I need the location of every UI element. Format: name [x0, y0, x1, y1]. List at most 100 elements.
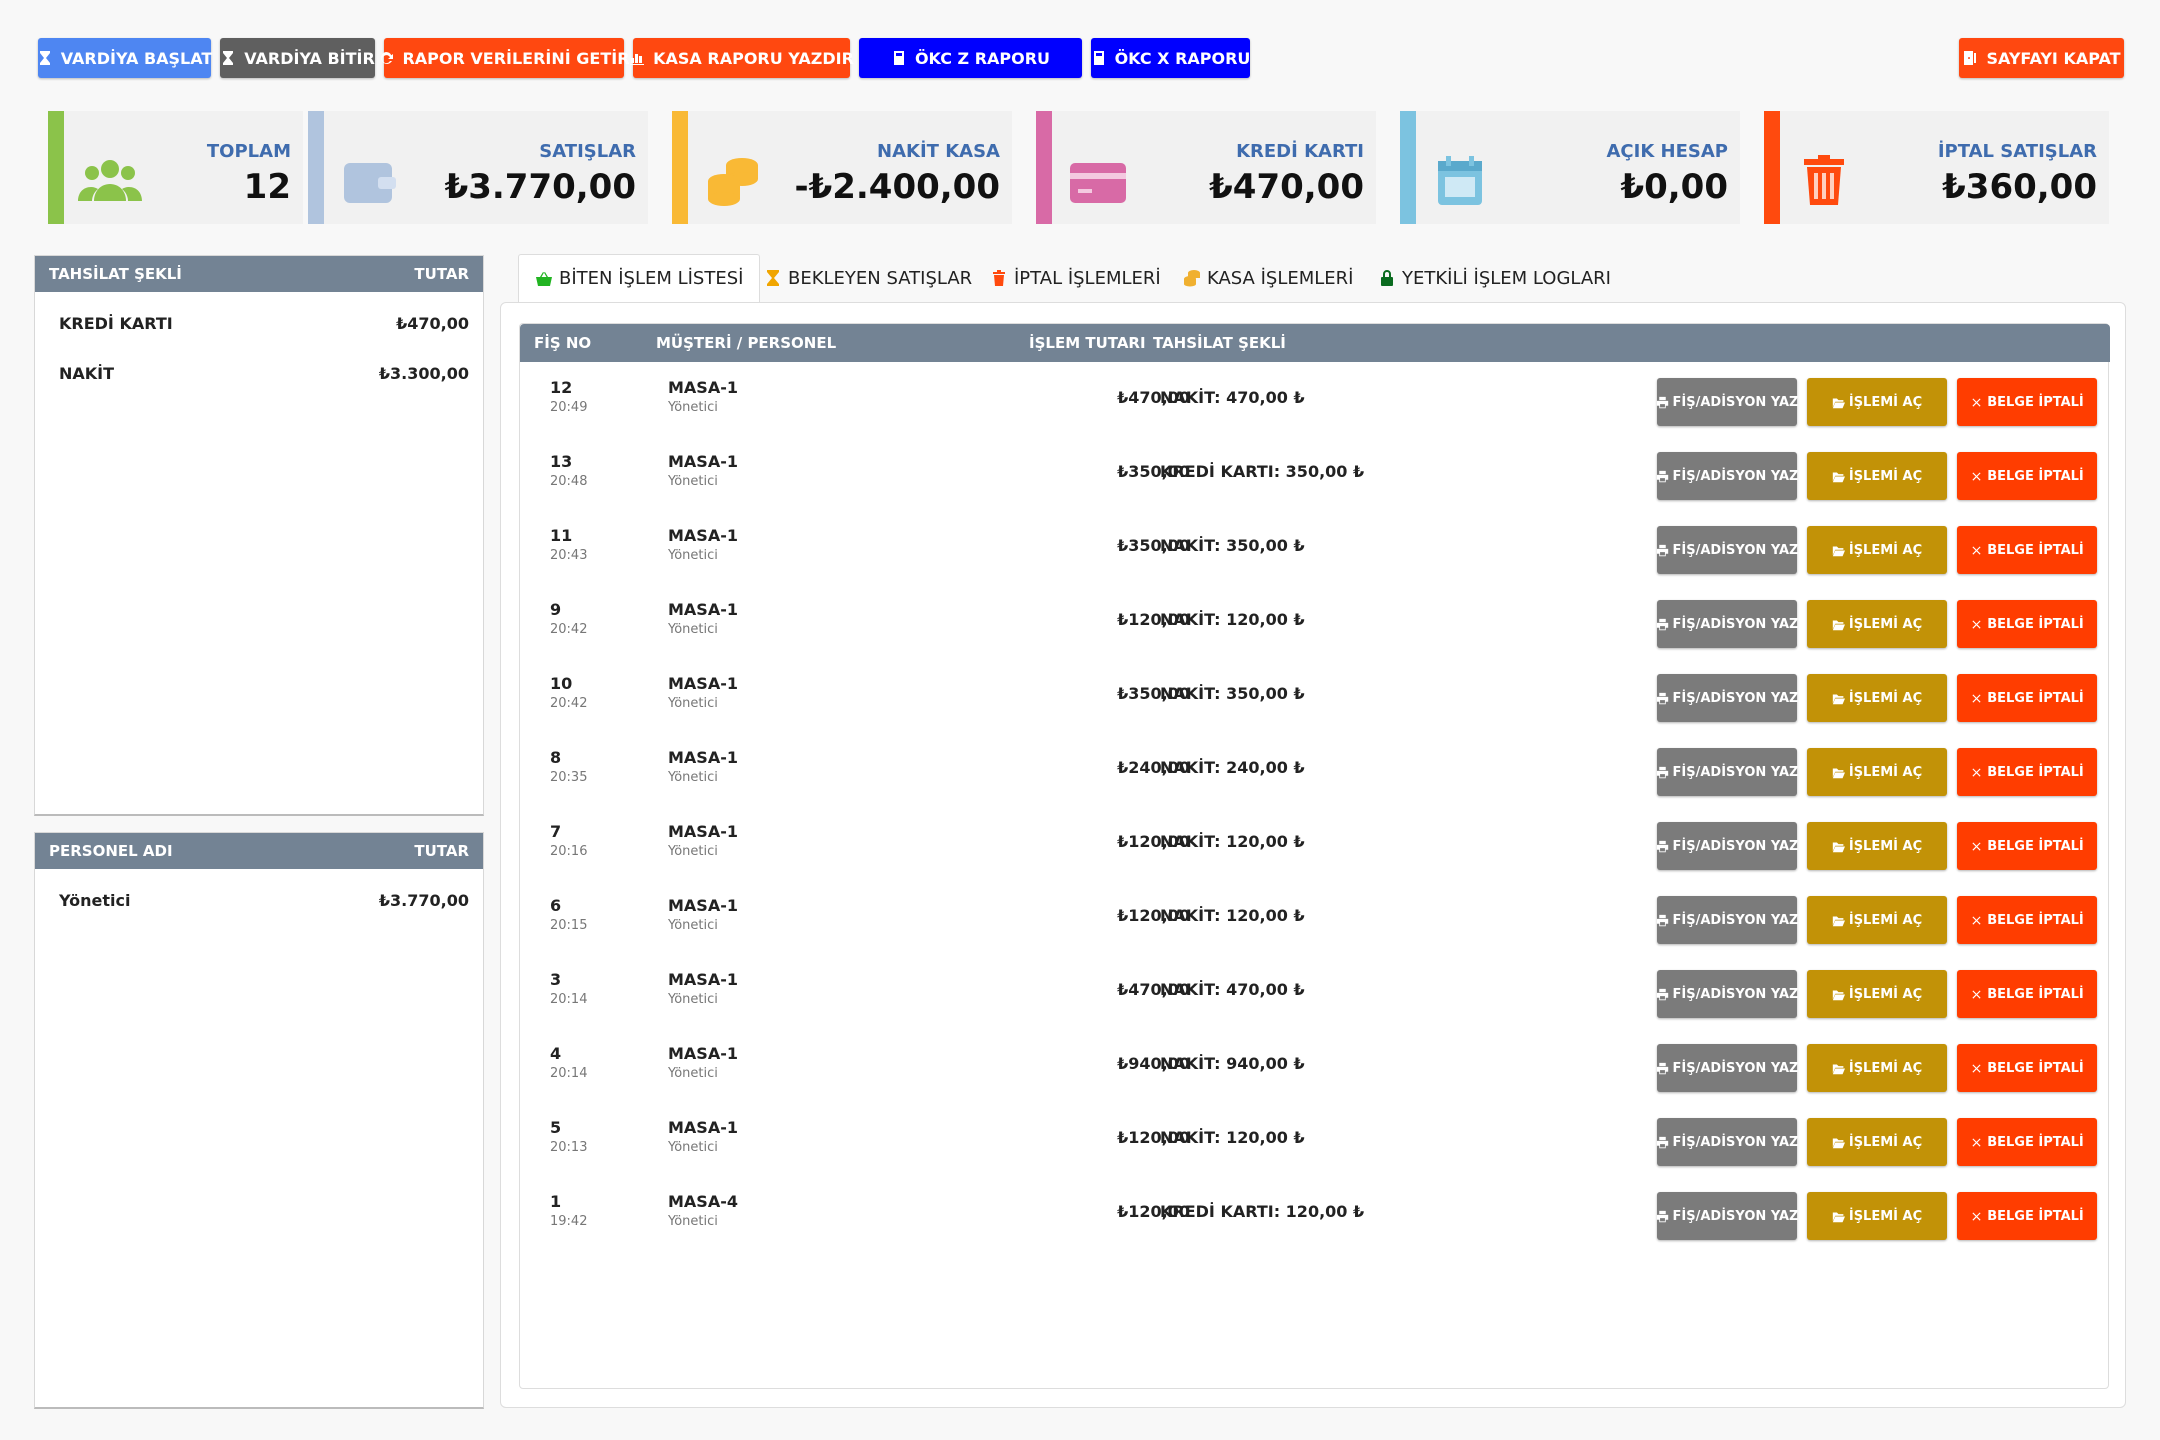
tab-cancel-transactions[interactable]: İPTAL İŞLEMLERİ — [990, 254, 1161, 302]
receipt-time: 20:42 — [550, 622, 588, 637]
stat-value: 12 — [243, 167, 291, 207]
cancel-document-button[interactable]: BELGE İPTALİ — [1957, 1192, 2097, 1240]
open-transaction-button[interactable]: İŞLEMİ AÇ — [1807, 452, 1947, 500]
cancel-document-button[interactable]: BELGE İPTALİ — [1957, 748, 2097, 796]
transaction-amount: ₺120,00 — [1117, 610, 1190, 629]
open-transaction-button[interactable]: İŞLEMİ AÇ — [1807, 748, 1947, 796]
cancel-document-button[interactable]: BELGE İPTALİ — [1957, 674, 2097, 722]
customer-name: MASA-1 — [668, 452, 738, 471]
staff-name: Yönetici — [668, 1214, 718, 1229]
cancel-document-button[interactable]: BELGE İPTALİ — [1957, 1044, 2097, 1092]
transaction-amount: ₺350,00 — [1117, 536, 1190, 555]
refresh-icon — [381, 52, 394, 64]
print-receipt-button[interactable]: FİŞ/ADİSYON YAZ — [1656, 822, 1798, 870]
table-row: 4 20:14 MASA-1 Yönetici ₺940,00 NAKİT: 9… — [520, 1028, 2110, 1102]
cancel-document-button[interactable]: BELGE İPTALİ — [1957, 526, 2097, 574]
tab-authorized-logs[interactable]: YETKİLİ İŞLEM LOGLARI — [1378, 254, 1611, 302]
calendar-icon — [1438, 156, 1482, 205]
staff-name: Yönetici — [668, 696, 718, 711]
door-exit-icon — [1964, 51, 1977, 65]
print-receipt-button[interactable]: FİŞ/ADİSYON YAZ — [1656, 896, 1798, 944]
print-receipt-button[interactable]: FİŞ/ADİSYON YAZ — [1656, 1192, 1798, 1240]
open-transaction-button[interactable]: İŞLEMİ AÇ — [1807, 1192, 1947, 1240]
cancel-document-button[interactable]: BELGE İPTALİ — [1957, 378, 2097, 426]
print-receipt-button[interactable]: FİŞ/ADİSYON YAZ — [1656, 1044, 1798, 1092]
open-transaction-button[interactable]: İŞLEMİ AÇ — [1807, 378, 1947, 426]
tab-pending-sales[interactable]: BEKLEYEN SATIŞLAR — [764, 254, 972, 302]
cancel-document-button[interactable]: BELGE İPTALİ — [1957, 600, 2097, 648]
staff-name: Yönetici — [668, 474, 718, 489]
lock-icon — [1381, 270, 1393, 286]
printer-icon — [1656, 692, 1668, 704]
stat-title: AÇIK HESAP — [1606, 141, 1729, 162]
receipt-number: 9 — [550, 600, 562, 619]
okc-x-report-button[interactable]: ÖKC X RAPORU — [1091, 38, 1250, 78]
receipt-time: 20:16 — [550, 844, 588, 859]
print-receipt-button[interactable]: FİŞ/ADİSYON YAZ — [1656, 1118, 1798, 1166]
print-receipt-button[interactable]: FİŞ/ADİSYON YAZ — [1656, 526, 1798, 574]
receipt-time: 20:42 — [550, 696, 588, 711]
transaction-amount: ₺120,00 — [1117, 832, 1190, 851]
printer-icon — [1656, 544, 1668, 556]
hourglass-icon — [39, 51, 50, 65]
stat-title: SATIŞLAR — [539, 141, 636, 162]
column-header: TAHSİLAT ŞEKLİ — [1153, 334, 1286, 352]
print-cash-report-button[interactable]: KASA RAPORU YAZDIR — [630, 38, 854, 78]
close-icon — [1972, 767, 1981, 777]
list-item: Yönetici ₺3.770,00 — [59, 890, 469, 910]
payment-method: NAKİT: 120,00 ₺ — [1160, 906, 1305, 925]
hourglass-icon — [767, 270, 779, 286]
close-icon — [1972, 915, 1981, 925]
printer-icon — [1656, 396, 1668, 408]
table-row: 10 20:42 MASA-1 Yönetici ₺350,00 NAKİT: … — [520, 658, 2110, 732]
open-transaction-button[interactable]: İŞLEMİ AÇ — [1807, 1118, 1947, 1166]
summary-cards: TOPLAM 12 SATIŞLAR ₺3.770,00 NAKİT KASA … — [48, 111, 2124, 224]
hourglass-end-icon — [223, 51, 234, 65]
open-transaction-button[interactable]: İŞLEMİ AÇ — [1807, 822, 1947, 870]
close-icon — [1972, 471, 1981, 481]
column-header: İŞLEM TUTARI — [1029, 334, 1146, 352]
users-icon — [78, 160, 142, 201]
cancel-document-button[interactable]: BELGE İPTALİ — [1957, 452, 2097, 500]
cancel-document-button[interactable]: BELGE İPTALİ — [1957, 896, 2097, 944]
folder-open-icon — [1832, 841, 1845, 852]
tab-content: FİŞ NO MÜŞTERİ / PERSONEL İŞLEM TUTARI T… — [500, 302, 2126, 1408]
folder-open-icon — [1832, 989, 1845, 1000]
print-receipt-button[interactable]: FİŞ/ADİSYON YAZ — [1656, 748, 1798, 796]
coins-icon — [708, 158, 758, 206]
okc-z-report-button[interactable]: ÖKC Z RAPORU — [859, 38, 1082, 78]
print-receipt-button[interactable]: FİŞ/ADİSYON YAZ — [1656, 970, 1798, 1018]
fetch-report-button[interactable]: RAPOR VERİLERİNİ GETİR — [381, 38, 630, 78]
print-receipt-button[interactable]: FİŞ/ADİSYON YAZ — [1656, 452, 1798, 500]
list-item: NAKİT ₺3.300,00 — [59, 363, 469, 383]
printer-icon — [1656, 470, 1668, 482]
print-receipt-button[interactable]: FİŞ/ADİSYON YAZ — [1656, 674, 1798, 722]
cancel-document-button[interactable]: BELGE İPTALİ — [1957, 822, 2097, 870]
open-transaction-button[interactable]: İŞLEMİ AÇ — [1807, 600, 1947, 648]
printer-icon — [1656, 618, 1668, 630]
print-receipt-button[interactable]: FİŞ/ADİSYON YAZ — [1656, 378, 1798, 426]
print-receipt-button[interactable]: FİŞ/ADİSYON YAZ — [1656, 600, 1798, 648]
open-transaction-button[interactable]: İŞLEMİ AÇ — [1807, 674, 1947, 722]
close-icon — [1972, 989, 1981, 999]
cancel-document-button[interactable]: BELGE İPTALİ — [1957, 970, 2097, 1018]
receipt-number: 7 — [550, 822, 562, 841]
receipt-time: 20:14 — [550, 992, 588, 1007]
tab-completed-transactions[interactable]: BİTEN İŞLEM LİSTESİ — [518, 254, 761, 302]
receipt-number: 8 — [550, 748, 562, 767]
open-transaction-button[interactable]: İŞLEMİ AÇ — [1807, 896, 1947, 944]
receipt-number: 5 — [550, 1118, 562, 1137]
open-transaction-button[interactable]: İŞLEMİ AÇ — [1807, 1044, 1947, 1092]
wallet-icon — [344, 163, 396, 203]
end-shift-button[interactable]: VARDİYA BİTİR — [220, 38, 375, 78]
close-icon — [1972, 1211, 1981, 1221]
tab-cash-transactions[interactable]: KASA İŞLEMLERİ — [1183, 254, 1353, 302]
printer-icon — [1656, 1062, 1668, 1074]
cancel-document-button[interactable]: BELGE İPTALİ — [1957, 1118, 2097, 1166]
folder-open-icon — [1832, 767, 1845, 778]
open-transaction-button[interactable]: İŞLEMİ AÇ — [1807, 970, 1947, 1018]
close-page-button[interactable]: SAYFAYI KAPAT — [1959, 38, 2124, 78]
open-transaction-button[interactable]: İŞLEMİ AÇ — [1807, 526, 1947, 574]
table-row: 13 20:48 MASA-1 Yönetici ₺350,00 KREDİ K… — [520, 436, 2110, 510]
start-shift-button[interactable]: VARDİYA BAŞLAT — [38, 38, 212, 78]
